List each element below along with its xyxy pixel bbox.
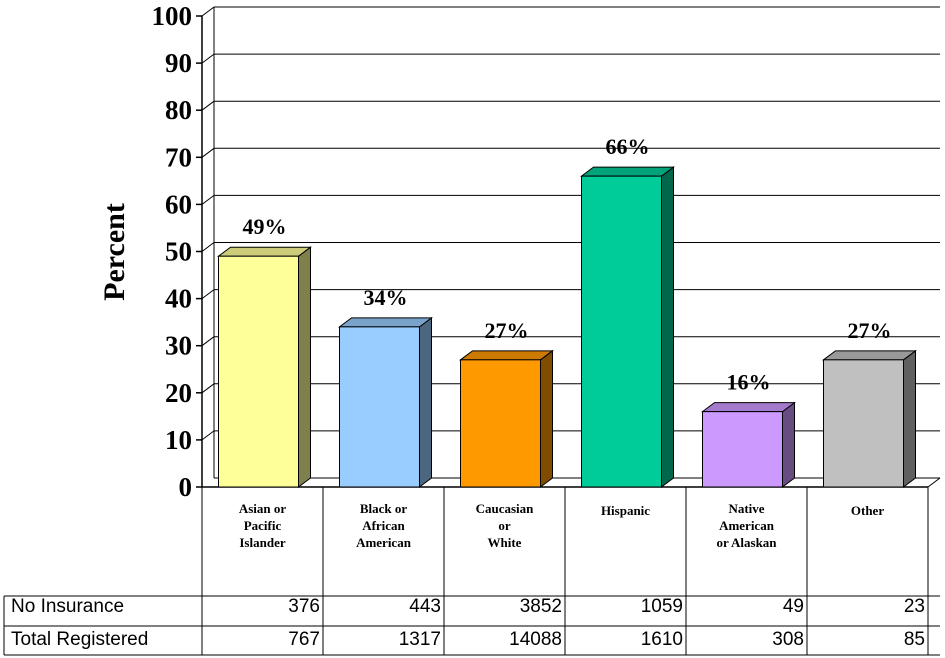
gridline-diagonal <box>201 430 215 441</box>
table-cell: 308 <box>772 629 804 650</box>
bar-top <box>822 350 917 361</box>
bar-side <box>298 246 311 488</box>
bar-top <box>459 350 554 361</box>
bar-top <box>701 402 796 413</box>
gridline-diagonal <box>201 289 215 300</box>
bar <box>460 359 541 488</box>
data-label: 27% <box>848 318 892 343</box>
x-tick-label: Hispanic <box>565 502 686 519</box>
x-tick-label-line: Other <box>850 503 885 518</box>
data-label: 16% <box>727 370 771 395</box>
x-tick-label-line: Pacific <box>243 518 282 533</box>
table-cell: 49 <box>782 596 804 617</box>
table-cell: 443 <box>409 596 441 617</box>
y-tick-label: 40 <box>165 284 192 314</box>
data-label: 66% <box>606 134 650 159</box>
x-tick-label-line: American <box>356 535 411 550</box>
x-tick-label-line: or <box>498 518 511 533</box>
data-label: 34% <box>364 285 408 310</box>
bar-top <box>338 317 433 328</box>
y-axis-title: Percent <box>98 203 131 301</box>
bar-side <box>903 349 916 488</box>
x-tick-label: Black or African American <box>323 500 444 551</box>
table-cell: 1059 <box>640 596 683 617</box>
gridline-diagonal <box>201 53 215 64</box>
y-tick-label: 20 <box>165 378 192 408</box>
y-tick-label: 10 <box>165 425 192 455</box>
data-labels: 49% 34% 27% 66% 16% 27% <box>243 134 892 395</box>
bar <box>702 411 783 488</box>
gridline-diagonal <box>201 383 215 394</box>
data-table-lines <box>3 487 940 656</box>
gridline-diagonal <box>201 336 215 347</box>
bar <box>339 326 420 488</box>
y-tick-label: 100 <box>152 1 193 31</box>
x-tick-label: Native American or Alaskan <box>686 500 807 551</box>
bar <box>218 255 299 488</box>
y-tick-label: 90 <box>165 48 192 78</box>
y-tick-label: 80 <box>165 95 192 125</box>
bar-side <box>540 349 553 488</box>
y-tick-label: 70 <box>165 142 192 172</box>
x-tick-label: Asian or Pacific Islander <box>202 500 323 551</box>
x-tick-label-line: Islander <box>239 535 286 550</box>
table-cell: 14088 <box>509 629 562 650</box>
x-tick-label-line: or Alaskan <box>716 535 777 550</box>
x-tick-label-line: African <box>362 518 405 533</box>
table-cell: 3852 <box>519 596 562 617</box>
table-cell: 767 <box>288 629 320 650</box>
bar-top <box>216 246 313 257</box>
bar-side <box>782 401 795 488</box>
y-tick-label: 0 <box>179 472 193 502</box>
bar <box>823 359 904 488</box>
table-cell: 85 <box>903 629 925 650</box>
y-tick-label: 60 <box>165 189 192 219</box>
data-label: 49% <box>243 214 287 239</box>
gridline-diagonal <box>201 242 215 252</box>
table-row-label: Total Registered <box>11 629 149 650</box>
data-label: 27% <box>485 318 529 343</box>
gridline-diagonal <box>201 194 215 205</box>
table-row-label: No Insurance <box>11 596 125 617</box>
bar <box>581 175 662 488</box>
x-tick-label-line: White <box>487 535 522 550</box>
table-cell: 376 <box>288 596 320 617</box>
bar-top <box>580 166 675 177</box>
table-cell: 23 <box>903 596 925 617</box>
gridline-diagonal <box>201 100 215 111</box>
x-tick-label-line: American <box>719 518 774 533</box>
bar-side <box>419 316 432 488</box>
gridlines <box>201 6 940 441</box>
x-tick-label: Other <box>807 502 928 519</box>
table-cell: 1317 <box>398 629 441 650</box>
x-tick-label-line: Native <box>728 501 765 516</box>
y-tick-label: 50 <box>165 237 192 267</box>
gridline-diagonal <box>201 147 215 158</box>
bars <box>216 166 917 488</box>
x-tick-label: Caucasian or White <box>444 500 565 551</box>
bar-side <box>661 166 674 488</box>
floor-edge <box>927 477 941 488</box>
x-tick-label-line: Black or <box>359 501 408 516</box>
x-tick-label-line: Asian or <box>238 501 287 516</box>
y-tick-label: 30 <box>165 331 192 361</box>
table-cell: 1610 <box>640 629 683 650</box>
gridline-diagonal <box>201 6 215 17</box>
x-tick-label-line: Hispanic <box>600 503 651 518</box>
x-tick-label-line: Caucasian <box>475 501 534 516</box>
